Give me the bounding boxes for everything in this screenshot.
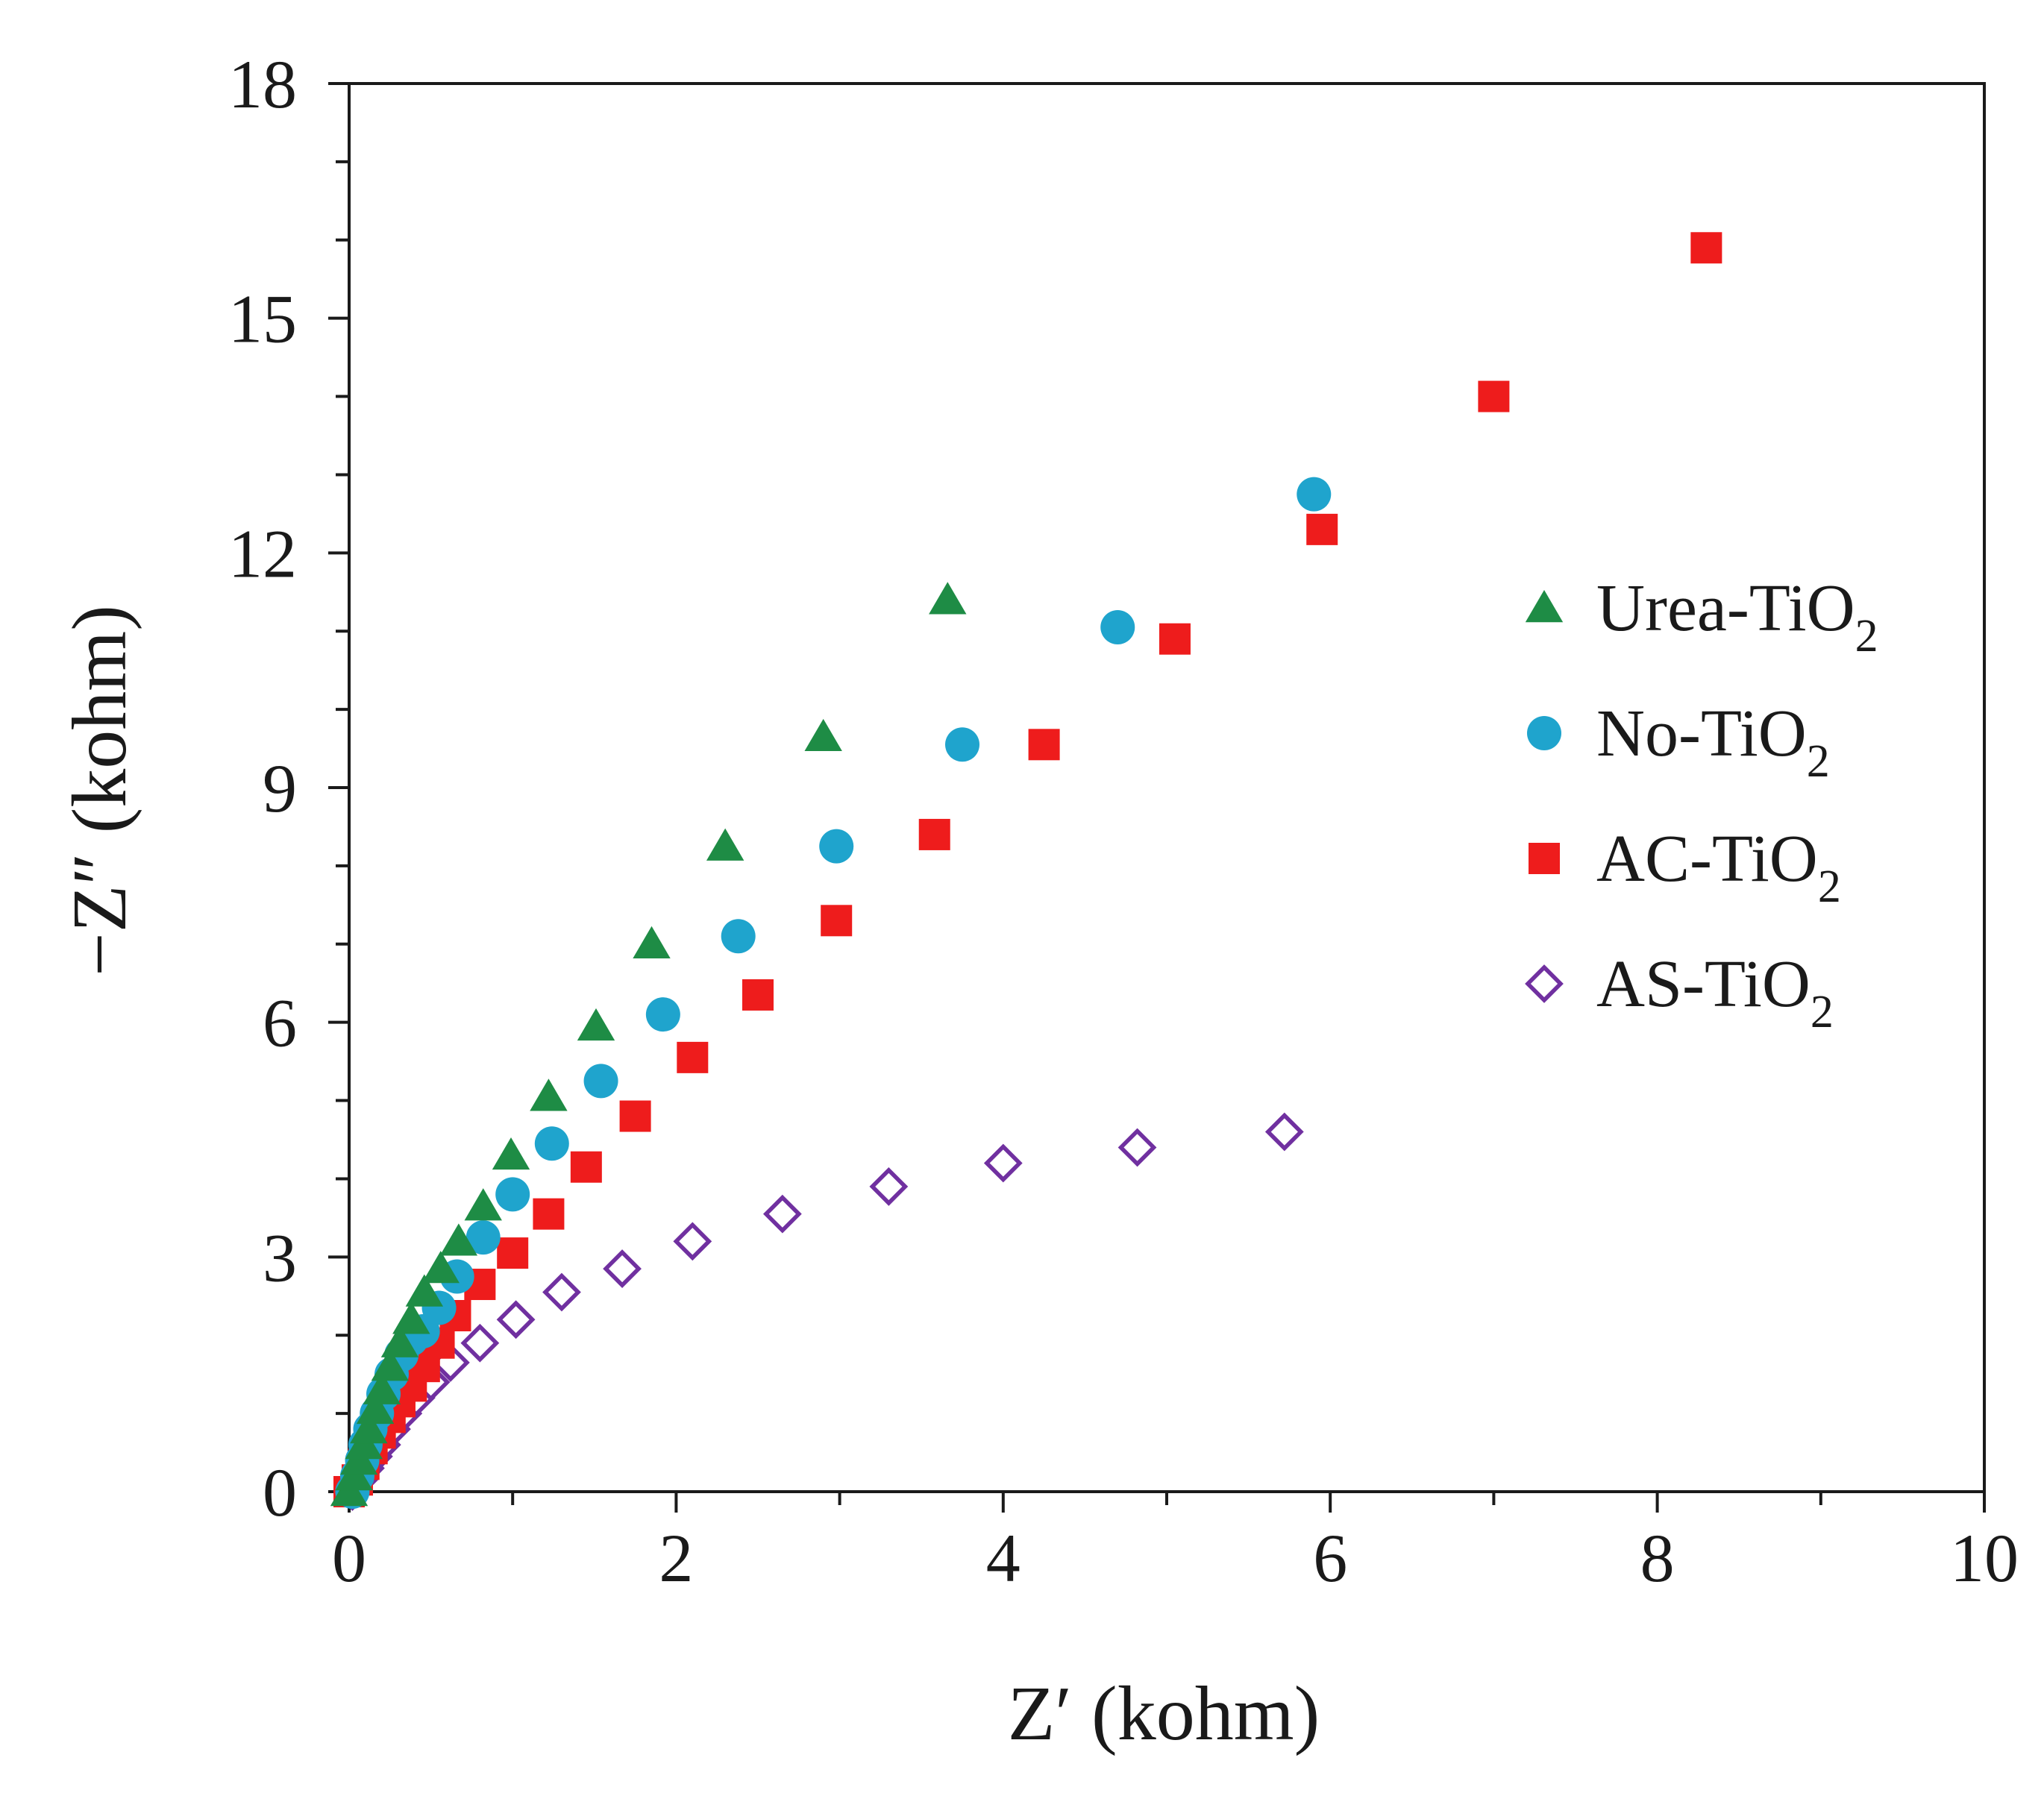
legend-marker — [1525, 964, 1564, 1003]
data-point — [645, 997, 680, 1032]
legend-marker — [1527, 716, 1561, 750]
data-point — [1159, 623, 1191, 655]
legend-label: AC-TiO2 — [1596, 822, 1841, 912]
data-point — [603, 1249, 642, 1288]
x-tick-label: 8 — [1640, 1520, 1675, 1596]
legend-marker — [1525, 590, 1564, 623]
data-point — [405, 1274, 444, 1307]
data-point — [570, 1151, 602, 1183]
data-point — [929, 582, 967, 615]
data-point — [356, 1391, 395, 1425]
data-point — [1306, 513, 1338, 545]
legend-label: No-TiO2 — [1596, 697, 1830, 787]
data-point — [460, 1323, 500, 1363]
y-tick-label: 18 — [228, 46, 297, 122]
x-tick-label: 4 — [986, 1520, 1021, 1596]
data-point — [583, 1064, 618, 1099]
legend-item: No-TiO2 — [1527, 697, 1830, 787]
series-diamond — [333, 1112, 1304, 1511]
plot-frame — [348, 82, 1986, 1493]
data-point — [497, 1237, 529, 1269]
y-tick-label: 3 — [263, 1219, 297, 1296]
data-point — [821, 905, 853, 937]
data-point — [983, 1143, 1023, 1183]
series-square — [333, 232, 1722, 1507]
data-point — [577, 1008, 615, 1041]
legend-item: Urea-TiO2 — [1525, 571, 1878, 662]
y-tick-label: 0 — [263, 1454, 297, 1530]
data-point — [495, 1177, 530, 1212]
data-points — [330, 232, 1722, 1511]
data-point — [619, 1100, 651, 1132]
data-point — [439, 1223, 478, 1256]
y-tick-label: 9 — [263, 750, 297, 826]
data-point — [464, 1188, 502, 1221]
data-point — [742, 979, 774, 1011]
data-point — [1117, 1128, 1157, 1167]
data-point — [721, 919, 756, 954]
x-tick-label: 6 — [1313, 1520, 1347, 1596]
y-axis-title: −Z″ (kohm) — [57, 605, 142, 976]
ticks: 0 2 4 6 8 10 0 3 6 9 12 15 18 — [228, 46, 2019, 1596]
data-point — [945, 727, 979, 762]
data-point — [804, 718, 842, 752]
data-point — [869, 1167, 909, 1206]
x-axis-title: Z′ (kohm) — [1008, 1671, 1320, 1756]
legend-marker — [1529, 843, 1560, 874]
x-tick-label: 0 — [332, 1520, 366, 1596]
data-point — [392, 1301, 430, 1334]
data-point — [380, 1325, 419, 1357]
series-triangle — [330, 582, 967, 1507]
data-point — [350, 1411, 388, 1444]
data-point — [819, 829, 854, 864]
data-point — [363, 1372, 401, 1404]
data-point — [673, 1222, 712, 1261]
x-tick-label: 10 — [1950, 1520, 2019, 1596]
y-tick-label: 15 — [228, 281, 297, 357]
y-tick-label: 6 — [263, 985, 297, 1061]
data-point — [542, 1272, 581, 1312]
data-point — [762, 1194, 802, 1234]
legend-label: AS-TiO2 — [1596, 947, 1834, 1037]
data-point — [1028, 729, 1060, 761]
data-point — [492, 1137, 530, 1170]
data-point — [918, 818, 950, 850]
legend-label: Urea-TiO2 — [1596, 571, 1878, 662]
data-point — [534, 1126, 569, 1161]
data-point — [465, 1220, 501, 1255]
data-point — [677, 1041, 709, 1073]
data-point — [706, 828, 744, 861]
data-point — [421, 1251, 460, 1284]
x-tick-label: 2 — [659, 1520, 693, 1596]
data-point — [633, 926, 671, 958]
legend: Urea-TiO2 No-TiO2 AC-TiO2 AS-TiO2 — [1525, 571, 1878, 1037]
data-point — [1478, 380, 1510, 412]
data-point — [1297, 477, 1332, 512]
legend-item: AS-TiO2 — [1525, 947, 1834, 1037]
y-tick-label: 12 — [228, 515, 297, 591]
data-point — [533, 1198, 565, 1230]
data-point — [1264, 1112, 1304, 1152]
legend-item: AC-TiO2 — [1529, 822, 1841, 912]
data-point — [1100, 609, 1135, 644]
data-point — [1690, 232, 1722, 264]
axes — [348, 82, 1986, 1493]
data-point — [371, 1348, 409, 1381]
data-point — [530, 1078, 568, 1111]
data-point — [496, 1300, 536, 1340]
